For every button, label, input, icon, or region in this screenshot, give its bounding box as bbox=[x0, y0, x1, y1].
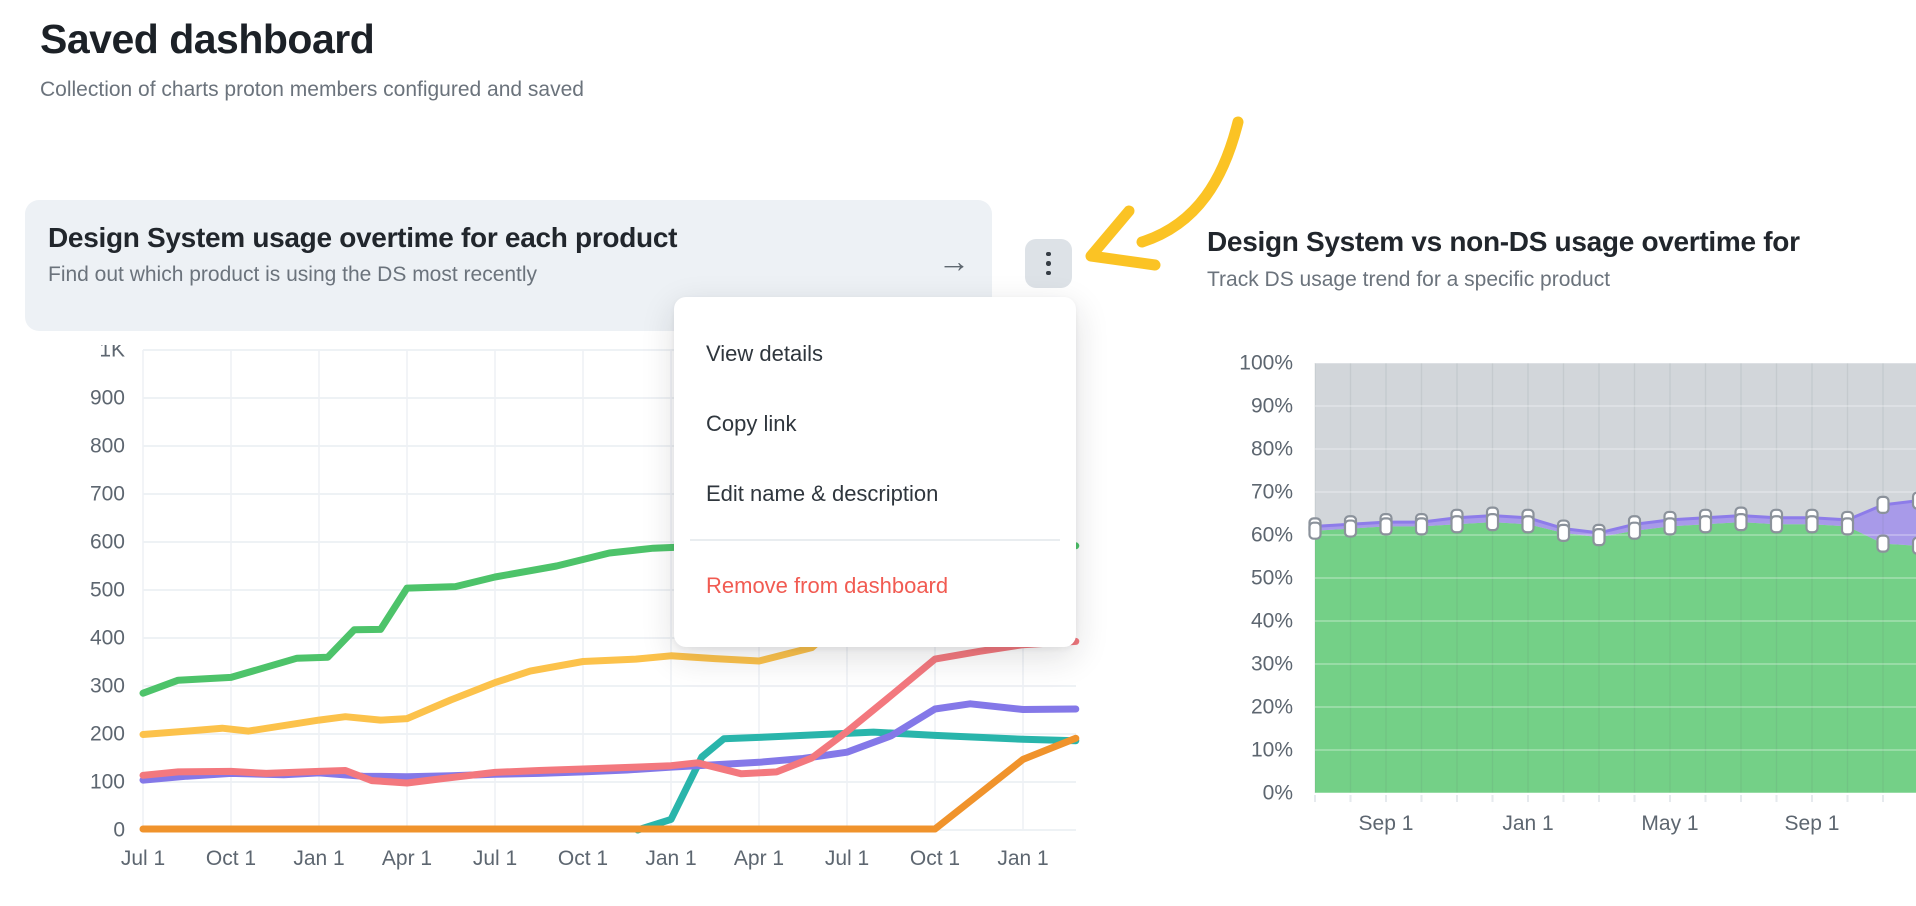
svg-text:400: 400 bbox=[90, 627, 125, 650]
svg-text:Jan 1: Jan 1 bbox=[645, 847, 696, 870]
svg-text:Sep 1: Sep 1 bbox=[1359, 812, 1414, 835]
svg-text:300: 300 bbox=[90, 675, 125, 698]
svg-text:Oct 1: Oct 1 bbox=[910, 847, 960, 870]
yellow-arrow-tail bbox=[1136, 116, 1244, 248]
svg-text:500: 500 bbox=[90, 579, 125, 602]
ds-vs-nonds-area-chart[interactable]: 100% 90% 80% 70% 60% 50% 40% 30% 20% 10% 0% Sep 1 Ja… bbox=[1200, 345, 1916, 885]
chart-context-menu: View details Copy link Edit name & descr… bbox=[674, 297, 1076, 647]
svg-text:200: 200 bbox=[90, 723, 125, 746]
menu-divider bbox=[690, 539, 1060, 541]
svg-text:Sep 1: Sep 1 bbox=[1785, 812, 1840, 835]
svg-text:0: 0 bbox=[113, 819, 125, 842]
page-subtitle: Collection of charts proton members conf… bbox=[40, 78, 584, 101]
svg-text:10%: 10% bbox=[1251, 739, 1293, 762]
right-panel-title: Design System vs non-DS usage overtime f… bbox=[1207, 226, 1800, 257]
svg-text:Jul 1: Jul 1 bbox=[121, 847, 165, 870]
kebab-menu-button[interactable] bbox=[1025, 239, 1072, 288]
svg-text:100%: 100% bbox=[1239, 352, 1293, 375]
menu-item-edit-name[interactable]: Edit name & description bbox=[706, 481, 939, 506]
svg-text:Jan 1: Jan 1 bbox=[997, 847, 1048, 870]
svg-text:Jul 1: Jul 1 bbox=[473, 847, 517, 870]
svg-text:Jan 1: Jan 1 bbox=[1502, 812, 1553, 835]
svg-text:30%: 30% bbox=[1251, 653, 1293, 676]
svg-text:May 1: May 1 bbox=[1641, 812, 1698, 835]
open-chart-arrow-icon[interactable]: → bbox=[938, 243, 970, 279]
svg-text:100: 100 bbox=[90, 771, 125, 794]
page-title: Saved dashboard bbox=[40, 16, 375, 62]
svg-text:90%: 90% bbox=[1251, 395, 1293, 418]
svg-text:700: 700 bbox=[90, 483, 125, 506]
svg-text:Apr 1: Apr 1 bbox=[382, 847, 432, 870]
right-panel-subtitle: Track DS usage trend for a specific prod… bbox=[1207, 268, 1611, 291]
menu-item-view-details[interactable]: View details bbox=[706, 341, 823, 366]
left-panel-subtitle: Find out which product is using the DS m… bbox=[48, 263, 538, 286]
kebab-menu-icon bbox=[1046, 251, 1051, 257]
svg-text:800: 800 bbox=[90, 435, 125, 458]
menu-item-remove[interactable]: Remove from dashboard bbox=[706, 573, 949, 598]
svg-text:1K: 1K bbox=[99, 345, 125, 362]
svg-text:80%: 80% bbox=[1251, 438, 1293, 461]
svg-text:Jan 1: Jan 1 bbox=[293, 847, 344, 870]
svg-text:Apr 1: Apr 1 bbox=[734, 847, 784, 870]
svg-text:Jul 1: Jul 1 bbox=[825, 847, 869, 870]
svg-text:Oct 1: Oct 1 bbox=[558, 847, 608, 870]
svg-text:40%: 40% bbox=[1251, 610, 1293, 633]
left-panel-title: Design System usage overtime for each pr… bbox=[48, 222, 678, 253]
svg-text:70%: 70% bbox=[1251, 481, 1293, 504]
svg-text:Oct 1: Oct 1 bbox=[206, 847, 256, 870]
yellow-arrow-head bbox=[1085, 205, 1161, 271]
svg-text:50%: 50% bbox=[1251, 567, 1293, 590]
svg-text:0%: 0% bbox=[1263, 782, 1293, 805]
svg-text:600: 600 bbox=[90, 531, 125, 554]
svg-text:20%: 20% bbox=[1251, 696, 1293, 719]
svg-text:900: 900 bbox=[90, 387, 125, 410]
svg-text:60%: 60% bbox=[1251, 524, 1293, 547]
menu-item-copy-link[interactable]: Copy link bbox=[706, 411, 797, 436]
